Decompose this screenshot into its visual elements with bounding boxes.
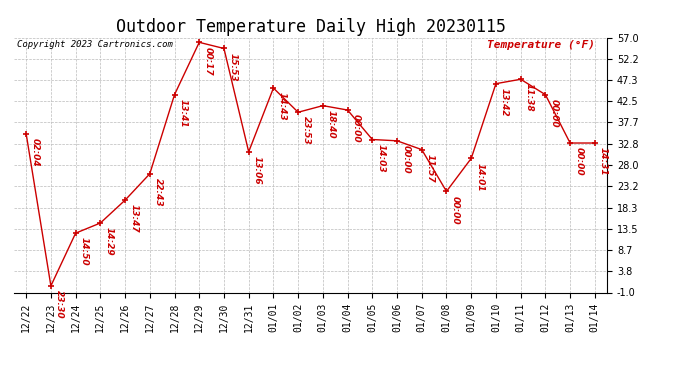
Text: 13:41: 13:41 bbox=[179, 99, 188, 128]
Text: 11:57: 11:57 bbox=[426, 154, 435, 182]
Text: 15:53: 15:53 bbox=[228, 53, 237, 81]
Text: 14:01: 14:01 bbox=[475, 163, 484, 191]
Text: 14:03: 14:03 bbox=[377, 144, 386, 172]
Text: 02:04: 02:04 bbox=[30, 138, 39, 166]
Title: Outdoor Temperature Daily High 20230115: Outdoor Temperature Daily High 20230115 bbox=[115, 18, 506, 36]
Text: Temperature (°F): Temperature (°F) bbox=[487, 40, 595, 50]
Text: 18:40: 18:40 bbox=[327, 110, 336, 138]
Text: 14:43: 14:43 bbox=[277, 92, 286, 121]
Text: 00:00: 00:00 bbox=[451, 195, 460, 224]
Text: 13:47: 13:47 bbox=[129, 204, 138, 233]
Text: 14:31: 14:31 bbox=[599, 147, 608, 176]
Text: 13:06: 13:06 bbox=[253, 156, 262, 184]
Text: 23:30: 23:30 bbox=[55, 290, 64, 319]
Text: Copyright 2023 Cartronics.com: Copyright 2023 Cartronics.com bbox=[17, 40, 172, 49]
Text: 14:50: 14:50 bbox=[80, 237, 89, 266]
Text: 23:53: 23:53 bbox=[302, 116, 311, 145]
Text: 22:43: 22:43 bbox=[154, 178, 163, 207]
Text: 11:38: 11:38 bbox=[525, 83, 534, 112]
Text: 00:00: 00:00 bbox=[574, 147, 583, 176]
Text: 00:00: 00:00 bbox=[549, 99, 558, 128]
Text: 13:42: 13:42 bbox=[500, 88, 509, 117]
Text: 00:00: 00:00 bbox=[401, 145, 410, 174]
Text: 00:17: 00:17 bbox=[204, 46, 213, 75]
Text: 14:29: 14:29 bbox=[104, 227, 113, 256]
Text: 00:00: 00:00 bbox=[352, 114, 361, 143]
